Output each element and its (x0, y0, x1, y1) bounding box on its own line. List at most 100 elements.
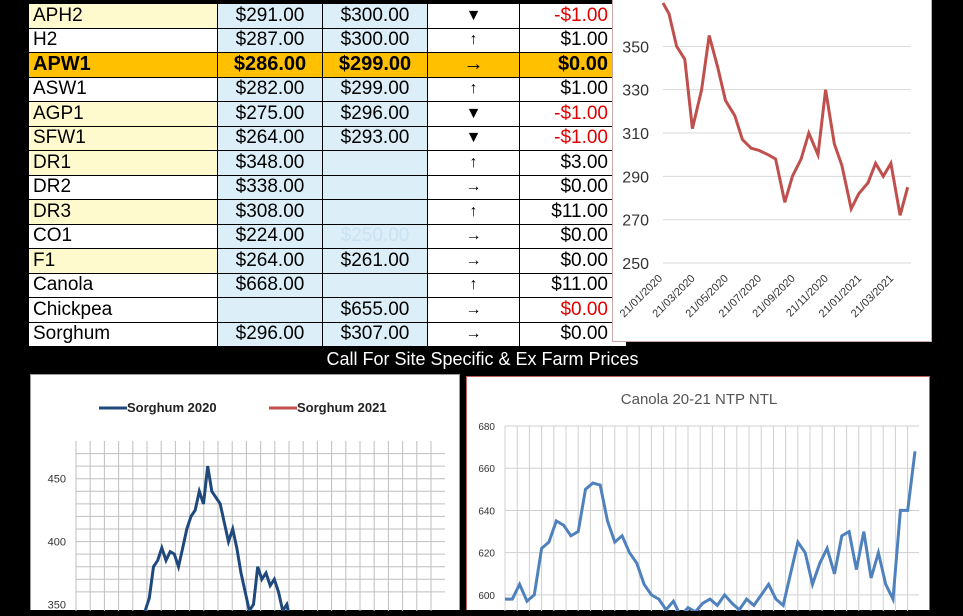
trend-icon: → (427, 321, 520, 347)
grade-cell: H2 (28, 27, 218, 53)
price-cell: $299.00 (322, 52, 428, 78)
grade-cell: APH2 (28, 3, 218, 29)
trend-icon: → (427, 223, 520, 249)
table-row: H2 $287.00 $300.00 ↑ $1.00 (28, 27, 627, 53)
price-cell: $348.00 (217, 150, 323, 176)
price-cell: $250.00 (322, 223, 428, 249)
table-row: F1 $264.00 $261.00 → $0.00 (28, 248, 627, 274)
series-line (505, 451, 917, 616)
y-tick-label: 600 (478, 591, 495, 602)
change-cell: $0.00 (519, 223, 627, 249)
table-row: DR1 $348.00 ↑ $3.00 (28, 150, 627, 176)
change-cell: $0.00 (519, 174, 627, 200)
table-row: SFW1 $264.00 $293.00 ▼ -$1.00 (28, 125, 627, 151)
change-cell: $0.00 (519, 321, 627, 347)
grade-cell: DR2 (28, 174, 218, 200)
change-cell: -$1.00 (519, 101, 627, 127)
trend-icon: ↑ (427, 76, 520, 102)
y-tick-label: 660 (478, 464, 495, 475)
price-cell: $338.00 (217, 174, 323, 200)
canola-line-chart: Canola 20-21 NTP NTL 600 620 640 660 680 (466, 376, 930, 616)
trend-icon: ▼ (427, 101, 520, 127)
site-specific-banner: Call For Site Specific & Ex Farm Prices (28, 347, 937, 371)
trend-icon: → (427, 248, 520, 274)
sorghum-line-chart: 350 400 450 Sorghum 2020 Sorghum 2021 (30, 374, 460, 616)
table-row: CO1 $224.00 $250.00 → $0.00 (28, 223, 627, 249)
change-cell: -$1.00 (519, 3, 627, 29)
price-cell: $286.00 (217, 52, 323, 78)
y-tick-label: 400 (48, 537, 66, 549)
grade-cell: DR1 (28, 150, 218, 176)
change-cell: $0.00 (519, 248, 627, 274)
change-cell: $11.00 (519, 199, 627, 225)
price-cell: $224.00 (217, 223, 323, 249)
grade-cell: DR3 (28, 199, 218, 225)
price-cell: $668.00 (217, 272, 323, 298)
y-tick-label: 270 (622, 213, 649, 230)
series-line (661, 2, 910, 216)
price-cell: $291.00 (217, 3, 323, 29)
price-cell: $299.00 (322, 76, 428, 102)
price-cell: $287.00 (217, 27, 323, 53)
change-cell: $11.00 (519, 272, 627, 298)
price-cell: $264.00 (217, 248, 323, 274)
price-table: APH2 $291.00 $300.00 ▼ -$1.00 H2 $287.00 $300.0… (28, 3, 627, 347)
price-cell: $300.00 (322, 27, 428, 53)
trend-icon: ↑ (427, 272, 520, 298)
grade-cell: F1 (28, 248, 218, 274)
price-cell (217, 297, 323, 323)
trend-icon: → (427, 174, 520, 200)
red-price-line-chart: 250 270 290 310 330 350 21/01/2020 21/03/2020 21… (612, 0, 932, 342)
y-tick-label: 350 (48, 599, 66, 611)
grade-cell: Canola (28, 272, 218, 298)
price-cell: $307.00 (322, 321, 428, 347)
trend-icon: ↑ (427, 27, 520, 53)
grade-cell: Chickpea (28, 297, 218, 323)
price-cell: $296.00 (322, 101, 428, 127)
grade-cell: SFW1 (28, 125, 218, 151)
y-tick-label: 680 (478, 422, 495, 433)
table-row: DR3 $308.00 ↑ $11.00 (28, 199, 627, 225)
price-cell: $275.00 (217, 101, 323, 127)
y-tick-label: 330 (622, 83, 649, 100)
change-cell: $1.00 (519, 27, 627, 53)
grade-cell: CO1 (28, 223, 218, 249)
change-cell: -$1.00 (519, 125, 627, 151)
trend-icon: ▼ (427, 3, 520, 29)
trend-icon: ▼ (427, 125, 520, 151)
table-row: AGP1 $275.00 $296.00 ▼ -$1.00 (28, 101, 627, 127)
grade-cell: Sorghum (28, 321, 218, 347)
trend-icon: ↑ (427, 199, 520, 225)
price-cell: $261.00 (322, 248, 428, 274)
table-row: Sorghum $296.00 $307.00 → $0.00 (28, 321, 627, 347)
price-cell (322, 150, 428, 176)
y-tick-label: 350 (622, 39, 649, 56)
grade-cell: AGP1 (28, 101, 218, 127)
price-cell: $296.00 (217, 321, 323, 347)
price-cell (322, 199, 428, 225)
y-tick-label: 250 (622, 256, 649, 273)
chart-title: Canola 20-21 NTP NTL (621, 391, 777, 408)
y-tick-label: 450 (48, 474, 66, 486)
change-cell: $0.00 (519, 52, 627, 78)
change-cell: $0.00 (519, 297, 627, 323)
table-row: DR2 $338.00 → $0.00 (28, 174, 627, 200)
trend-icon: → (427, 297, 520, 323)
y-tick-label: 290 (622, 169, 649, 186)
price-cell: $264.00 (217, 125, 323, 151)
grade-cell: ASW1 (28, 76, 218, 102)
price-cell: $293.00 (322, 125, 428, 151)
price-cell (322, 174, 428, 200)
change-cell: $1.00 (519, 76, 627, 102)
trend-icon: ↑ (427, 150, 520, 176)
grade-cell: APW1 (28, 52, 218, 78)
y-tick-label: 310 (622, 126, 649, 143)
series-line (139, 465, 291, 616)
legend-label: Sorghum 2021 (297, 400, 387, 415)
price-cell: $282.00 (217, 76, 323, 102)
table-row: ASW1 $282.00 $299.00 ↑ $1.00 (28, 76, 627, 102)
legend-label: Sorghum 2020 (127, 400, 217, 415)
y-tick-label: 640 (478, 506, 495, 517)
price-cell: $300.00 (322, 3, 428, 29)
price-cell: $655.00 (322, 297, 428, 323)
